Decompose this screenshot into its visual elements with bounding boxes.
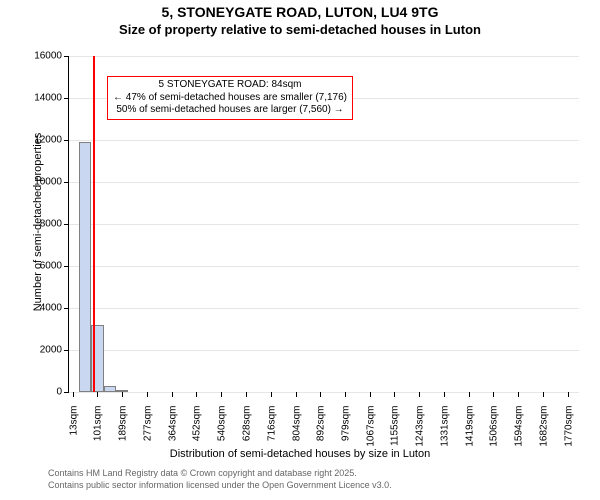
x-tick-mark (122, 392, 123, 397)
grid-line (69, 392, 579, 393)
x-tick-mark (419, 392, 420, 397)
y-tick-mark (64, 98, 69, 99)
x-tick-mark (370, 392, 371, 397)
property-marker-line (93, 56, 95, 392)
x-tick-mark (172, 392, 173, 397)
grid-line (69, 266, 579, 267)
y-tick-mark (64, 56, 69, 57)
x-tick-mark (568, 392, 569, 397)
x-axis-title: Distribution of semi-detached houses by … (0, 448, 600, 460)
x-tick-mark (543, 392, 544, 397)
x-tick-mark (196, 392, 197, 397)
grid-line (69, 308, 579, 309)
y-tick-mark (64, 266, 69, 267)
annotation-line-3: 50% of semi-detached houses are larger (… (113, 104, 347, 117)
y-tick-mark (64, 308, 69, 309)
x-tick-mark (271, 392, 272, 397)
y-tick-mark (64, 350, 69, 351)
x-tick-mark (97, 392, 98, 397)
x-tick-mark (73, 392, 74, 397)
attribution-line-2: Contains public sector information licen… (48, 480, 392, 490)
chart-container: 5, STONEYGATE ROAD, LUTON, LU4 9TG Size … (0, 0, 600, 500)
x-tick-mark (518, 392, 519, 397)
x-tick-mark (296, 392, 297, 397)
annotation-box: 5 STONEYGATE ROAD: 84sqm ← 47% of semi-d… (107, 76, 353, 120)
annotation-line-2: ← 47% of semi-detached houses are smalle… (113, 92, 347, 105)
y-tick-label: 4000 (0, 303, 62, 314)
y-tick-mark (64, 392, 69, 393)
x-tick-mark (345, 392, 346, 397)
annotation-line-1: 5 STONEYGATE ROAD: 84sqm (113, 79, 347, 92)
y-tick-mark (64, 182, 69, 183)
grid-line (69, 56, 579, 57)
plot-area: 5 STONEYGATE ROAD: 84sqm ← 47% of semi-d… (68, 56, 579, 393)
grid-line (69, 224, 579, 225)
x-tick-mark (320, 392, 321, 397)
y-tick-label: 0 (0, 387, 62, 398)
y-tick-label: 10000 (0, 177, 62, 188)
chart-subtitle: Size of property relative to semi-detach… (0, 22, 600, 37)
grid-line (69, 182, 579, 183)
y-axis-title: Number of semi-detached properties (32, 54, 44, 390)
y-tick-mark (64, 140, 69, 141)
y-tick-mark (64, 224, 69, 225)
attribution-line-1: Contains HM Land Registry data © Crown c… (48, 468, 357, 478)
y-tick-label: 16000 (0, 51, 62, 62)
x-tick-mark (246, 392, 247, 397)
grid-line (69, 350, 579, 351)
histogram-bar (104, 386, 116, 392)
grid-line (69, 140, 579, 141)
x-tick-mark (444, 392, 445, 397)
chart-title: 5, STONEYGATE ROAD, LUTON, LU4 9TG (0, 4, 600, 20)
y-tick-label: 12000 (0, 135, 62, 146)
x-tick-mark (394, 392, 395, 397)
x-tick-mark (469, 392, 470, 397)
x-tick-mark (147, 392, 148, 397)
x-tick-mark (221, 392, 222, 397)
x-tick-mark (493, 392, 494, 397)
y-tick-label: 14000 (0, 93, 62, 104)
y-tick-label: 8000 (0, 219, 62, 230)
y-tick-label: 6000 (0, 261, 62, 272)
y-tick-label: 2000 (0, 345, 62, 356)
histogram-bar (79, 142, 91, 392)
